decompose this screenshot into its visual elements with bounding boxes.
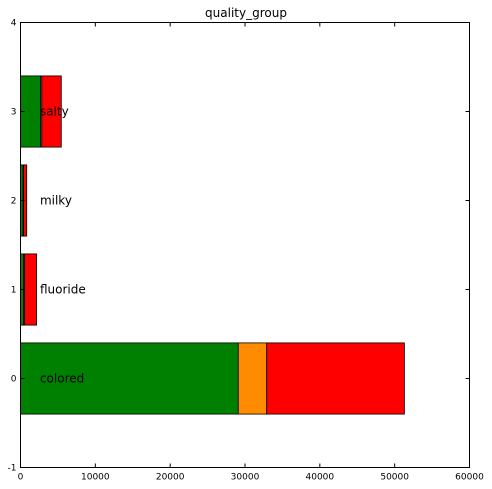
bar-salty-segment-2: [41, 75, 62, 148]
category-label-fluoride: fluoride: [40, 283, 86, 297]
category-label-salty: salty: [40, 105, 69, 119]
x-tick-label: 60000: [455, 473, 484, 483]
x-tick-label: 30000: [231, 473, 260, 483]
category-label-milky: milky: [40, 194, 72, 208]
bar-colored-segment-0: [20, 342, 239, 415]
x-tick-label: 20000: [156, 473, 185, 483]
bars-layer: [20, 75, 405, 415]
x-tick-label: 50000: [380, 473, 409, 483]
y-tick-label: 4: [11, 19, 17, 29]
bar-colored-segment-2: [266, 342, 405, 415]
bar-fluoride-segment-2: [24, 253, 37, 326]
y-tick-label: 2: [11, 197, 17, 207]
chart-title: quality_group: [205, 6, 287, 20]
x-tick-label: 0: [18, 473, 24, 483]
y-tick-label: 3: [11, 108, 17, 118]
bar-colored-segment-1: [237, 342, 268, 415]
category-label-colored: colored: [40, 372, 84, 386]
y-tick-label: -1: [8, 464, 17, 474]
x-tick-label: 40000: [306, 473, 335, 483]
y-tick-label: 0: [11, 375, 17, 385]
plot-frame: [20, 22, 470, 468]
x-tick-label: 10000: [81, 473, 110, 483]
category-labels: colored fluoride milky salty: [40, 105, 86, 386]
y-tick-label: 1: [11, 286, 17, 296]
